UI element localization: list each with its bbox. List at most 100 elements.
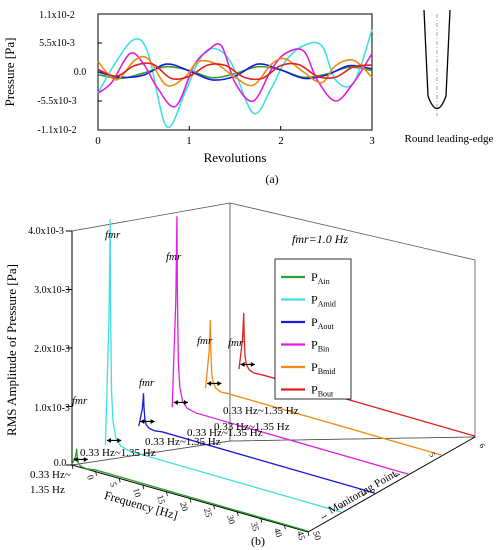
peak-label-bout: fmr xyxy=(228,337,244,349)
b-spectrum-paout xyxy=(138,393,375,494)
b-xtick-1: 5 xyxy=(108,481,119,489)
b-xtick-mark-20 xyxy=(166,491,168,496)
peak-label-ain: fmr xyxy=(72,395,88,407)
legend-box xyxy=(274,258,352,400)
b-xtick-8: 40 xyxy=(272,527,284,539)
b-xtick-mark-0 xyxy=(71,464,74,470)
panel-a: 1.1x10-2 5.5x10-3 0.0 -5.5x10-3 -1.1x10-… xyxy=(2,9,494,186)
b-band-arrowhead-right-pamid xyxy=(117,437,122,443)
freq-note: fmr=1.0 Hz xyxy=(292,232,348,246)
b-xtick-mark-30 xyxy=(213,505,215,510)
band-label-ain-line2: 1.35 Hz xyxy=(30,484,65,496)
a-xtick-3: 3 xyxy=(369,135,375,147)
panel-a-ticks xyxy=(97,13,373,131)
b-xtick-2: 10 xyxy=(131,487,143,499)
a-series-pamid xyxy=(97,29,373,129)
legend-label-pbin: PBin xyxy=(311,338,329,354)
b-xtick-mark-15 xyxy=(142,485,145,490)
panel-b-ticks xyxy=(66,230,310,537)
b-mptick-1: 2 xyxy=(338,502,348,510)
peak-label-aout: fmr xyxy=(139,377,155,389)
panel-a-lines xyxy=(97,29,373,129)
a-ytick-0: 1.1x10-2 xyxy=(39,10,75,21)
b-xtick-0: 0 xyxy=(85,474,96,482)
legend-label-pamid: PAmid xyxy=(311,293,336,309)
b-xtick-mark-45 xyxy=(284,525,286,530)
b-xtick-mark-40 xyxy=(260,518,263,523)
b-xtick-mark-50 xyxy=(307,531,310,537)
back-wall-left xyxy=(71,202,231,466)
a-x-axis-label: Revolutions xyxy=(204,150,267,165)
peak-label-amid: fmr xyxy=(105,229,121,241)
b-band-arrowhead-left-pbout xyxy=(240,361,245,367)
a-ytick-2: 0.0 xyxy=(74,67,87,78)
b-ztick-4: 0.0 xyxy=(54,458,67,469)
legend-label-pbout: PBout xyxy=(311,383,334,399)
b-ztick-2: 2.0x10-3 xyxy=(34,344,70,355)
b-mptick-2: 3 xyxy=(359,490,369,498)
b-band-arrowhead-left-pamid xyxy=(106,437,111,443)
a-ytick-1: 5.5x10-3 xyxy=(39,38,75,49)
a-series-pbmid xyxy=(97,55,373,87)
b-band-arrowhead-left-paout xyxy=(140,418,145,424)
a-ytick-4: -1.1x10-2 xyxy=(37,125,76,136)
b-y-axis-label: RMS Amplitude of Pressure [Pa] xyxy=(4,264,19,436)
panel-b-label: (b) xyxy=(251,534,265,548)
b-xtick-7: 35 xyxy=(249,521,261,533)
a-y-axis-label: Pressure [Pa] xyxy=(2,38,17,107)
b-xtick-3: 15 xyxy=(155,494,167,506)
a-xtick-0: 0 xyxy=(95,135,101,147)
a-series-pain xyxy=(97,65,373,80)
a-xtick-1: 1 xyxy=(186,135,192,147)
b-xtick-mark-25 xyxy=(189,498,192,503)
b-xtick-10: 50 xyxy=(311,530,323,542)
a-series-paout xyxy=(97,63,373,81)
band-label-bin: 0.33 Hz~1.35 Hz xyxy=(187,427,263,439)
b-spectrum-pamid xyxy=(104,219,342,513)
b-xtick-6: 30 xyxy=(225,514,237,526)
b-xtick-mark-10 xyxy=(118,478,121,483)
b-xtick-5: 25 xyxy=(202,507,214,519)
legend: PAin PAmid PAout PBin PBmid PBout xyxy=(281,270,336,399)
b-band-arrowhead-right-pbmid xyxy=(217,380,222,386)
b-xtick-mark-35 xyxy=(236,511,239,516)
b-ztick-1: 3.0x10-3 xyxy=(34,285,70,296)
panel-b: 4.0x10-3 3.0x10-3 2.0x10-3 1.0x10-3 0.0 … xyxy=(4,202,487,548)
b-spectrum-pbout xyxy=(238,312,476,437)
a-ytick-3: -5.5x10-3 xyxy=(37,96,76,107)
band-label-ain-line1: 0.33 Hz~ xyxy=(30,469,71,481)
b-mptick-5: 6 xyxy=(477,442,487,450)
peak-label-bmid: fmr xyxy=(197,335,213,347)
b-ztick-0: 4.0x10-3 xyxy=(28,226,64,237)
peak-label-bin: fmr xyxy=(166,251,182,263)
band-label-amid: 0.33 Hz~1.35 Hz xyxy=(80,447,156,459)
b-band-arrowhead-right-pbin xyxy=(184,399,189,405)
b-band-arrowhead-left-pain xyxy=(73,456,78,462)
legend-label-pain: PAin xyxy=(311,270,330,286)
b-xtick-mark-5 xyxy=(95,471,97,476)
legend-label-pbmid: PBmid xyxy=(311,360,335,376)
inset-label: Round leading-edge xyxy=(405,133,494,145)
band-label-aout: 0.33 Hz~1.35 Hz xyxy=(145,436,221,448)
b-band-arrowhead-right-pain xyxy=(83,456,88,462)
b-mptick-0: 1 xyxy=(319,513,329,521)
a-series-pbout xyxy=(97,62,373,81)
round-leading-edge-sketch xyxy=(423,9,451,116)
legend-label-paout: PAout xyxy=(311,315,334,331)
b-xtick-4: 20 xyxy=(178,501,190,513)
b-ztick-3: 1.0x10-3 xyxy=(34,403,70,414)
b-band-arrowhead-left-pbin xyxy=(173,399,178,405)
a-series-pbin xyxy=(97,42,373,108)
b-band-arrowhead-right-pbout xyxy=(250,361,255,367)
b-xtick-9: 45 xyxy=(295,530,307,542)
panel-b-spectra xyxy=(71,216,476,532)
a-xtick-2: 2 xyxy=(278,135,284,147)
b-spectrum-pbmid xyxy=(204,320,442,456)
b-mptick-4: 5 xyxy=(427,451,437,459)
b-band-arrowhead-right-paout xyxy=(150,418,155,424)
b-spectrum-pbin xyxy=(171,216,409,475)
floor-back-edges xyxy=(71,436,476,466)
band-label-bmid: 0.33 Hz~1.35 Hz xyxy=(214,421,290,433)
panel-a-label: (a) xyxy=(265,172,278,186)
